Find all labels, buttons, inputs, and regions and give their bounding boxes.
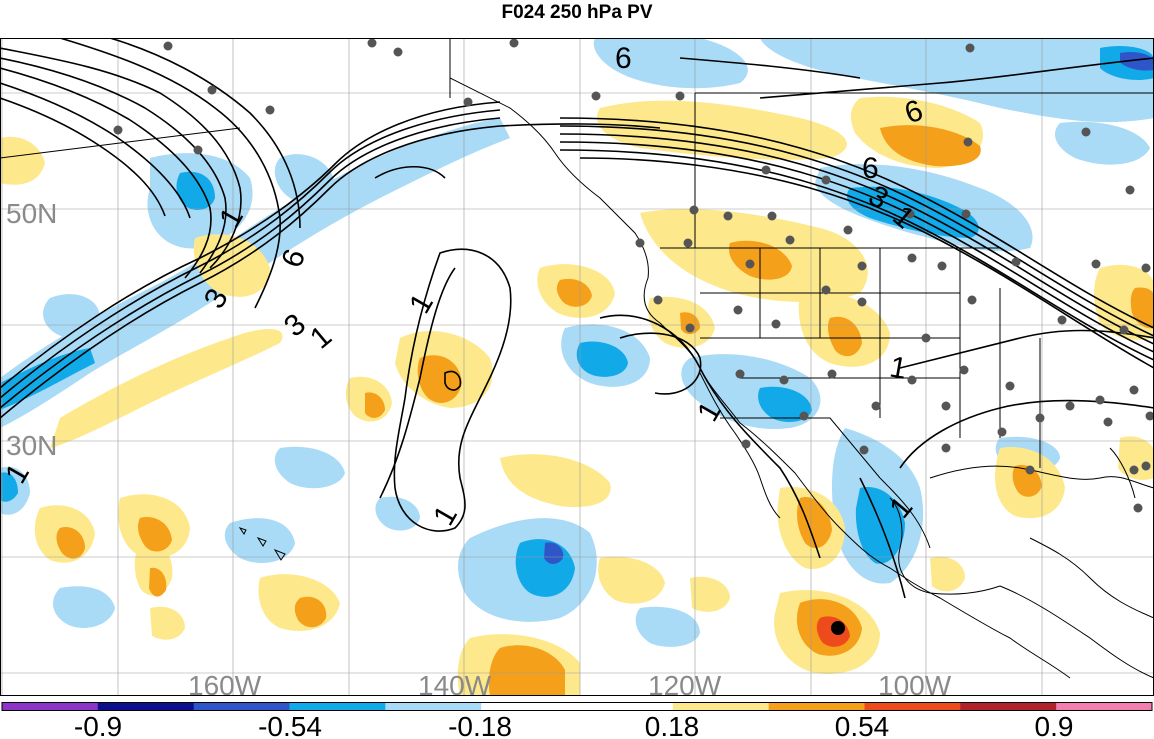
colorbar-tick-label: -0.9 <box>74 711 122 739</box>
lon-label-160w: 160W <box>188 670 262 696</box>
colorbar-swatch <box>289 702 386 711</box>
colorbar-swatch <box>960 702 1057 711</box>
contour-label: 6 <box>862 152 879 185</box>
cyclone-marker <box>831 621 845 635</box>
pv-contours <box>0 38 1154 599</box>
colorbar-swatch <box>768 702 865 711</box>
colorbar-tick-label: 0.9 <box>1035 711 1074 739</box>
lon-label-120w: 120W <box>648 670 722 696</box>
lon-label-100w: 100W <box>878 670 952 696</box>
colorbar-swatches <box>2 702 1153 711</box>
negative-anomaly-strong <box>544 51 1154 564</box>
colorbar-frame <box>1 702 1153 711</box>
colorbar-tick-label: -0.54 <box>258 711 322 739</box>
contour-label: 6 <box>615 42 632 75</box>
negative-anomaly-mid <box>0 46 1154 597</box>
colorbar-swatch <box>2 702 99 711</box>
lat-label-30n: 30N <box>6 430 57 461</box>
colorbar-tick-label: 0.54 <box>835 711 890 739</box>
colorbar-swatch <box>481 702 578 711</box>
map-title: F024 250 hPa PV <box>501 2 653 23</box>
pv-map: 6 6 6 6 3 3 3 1 1 1 1 1 1 1 1 1 50N 30N … <box>0 38 1154 696</box>
station-dots <box>113 38 1154 513</box>
lon-label-140w: 140W <box>418 670 492 696</box>
colorbar-swatch <box>385 702 482 711</box>
colorbar-tick-label: 0.18 <box>645 711 700 739</box>
colorbar-swatch <box>864 702 961 711</box>
colorbar-tick-label: -0.18 <box>448 711 512 739</box>
colorbar-swatch <box>672 702 770 711</box>
coastlines <box>0 38 1154 679</box>
colorbar-swatch <box>1056 702 1153 711</box>
contour-label: 1 <box>887 351 909 386</box>
lat-label-50n: 50N <box>6 198 57 229</box>
colorbar: -0.9 -0.54 -0.18 0.18 0.54 0.9 <box>1 702 1153 739</box>
colorbar-swatch <box>97 702 195 711</box>
colorbar-swatch <box>577 702 674 711</box>
colorbar-swatch <box>193 702 290 711</box>
graticule-labels: 50N 30N 160W 140W 120W 100W <box>6 198 952 696</box>
